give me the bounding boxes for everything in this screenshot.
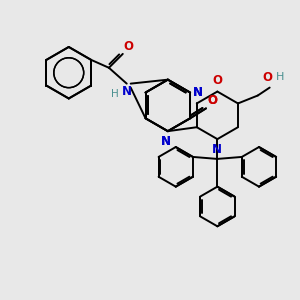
Text: N: N: [212, 143, 222, 156]
Text: O: O: [263, 70, 273, 84]
Text: N: N: [161, 135, 171, 148]
Text: N: N: [193, 86, 203, 99]
Polygon shape: [146, 80, 190, 131]
Text: N: N: [161, 135, 171, 148]
Text: O: O: [124, 40, 134, 53]
Text: H: H: [276, 72, 284, 82]
Text: O: O: [212, 74, 222, 87]
Text: N: N: [193, 86, 203, 99]
Text: O: O: [207, 94, 217, 107]
Text: O: O: [207, 94, 217, 107]
Text: N: N: [122, 85, 132, 98]
Text: H: H: [111, 88, 119, 99]
